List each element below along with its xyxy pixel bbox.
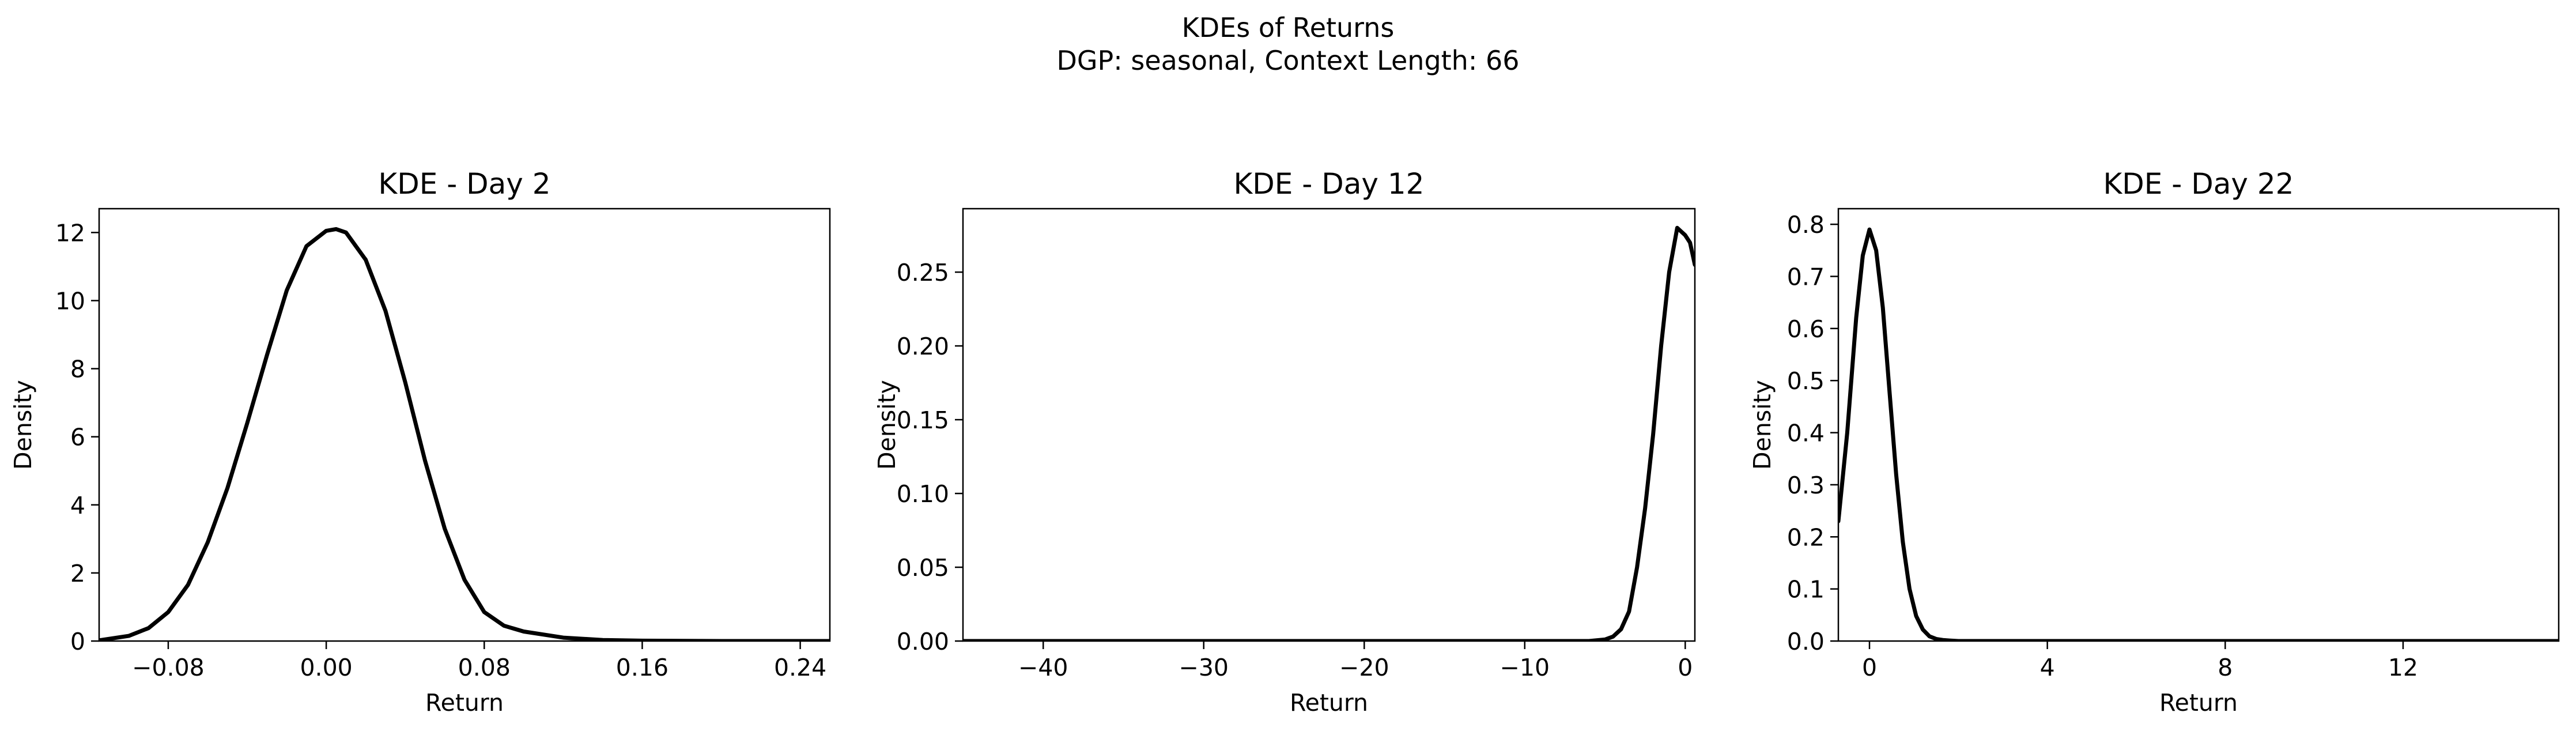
x-axis-label: Return	[425, 689, 504, 717]
y-tick-label: 8	[70, 356, 85, 383]
kde-line	[99, 227, 830, 641]
x-axis-label: Return	[2159, 689, 2238, 717]
y-tick-label: 0.20	[897, 333, 949, 360]
x-tick-label: 0.00	[300, 654, 352, 681]
y-tick-label: 0.4	[1787, 420, 1825, 447]
x-tick-label: −40	[1018, 654, 1068, 681]
axes-frame	[1837, 208, 2560, 642]
x-tick-label: −20	[1339, 654, 1389, 681]
x-axis-label: Return	[1290, 689, 1368, 717]
figure-subtitle: DGP: seasonal, Context Length: 66	[1056, 45, 1519, 76]
y-tick-label: 0.00	[897, 628, 949, 655]
y-tick-label: 0.2	[1787, 523, 1825, 551]
x-tick-label: 0	[1862, 654, 1877, 681]
y-axis-label: Density	[9, 380, 37, 470]
y-tick-label: 12	[55, 219, 85, 247]
x-tick-label: 12	[2388, 654, 2418, 681]
y-tick-label: 0.0	[1787, 628, 1825, 655]
axes-frame	[98, 208, 831, 642]
axes-frame	[962, 208, 1696, 642]
y-tick-label: 0.25	[897, 259, 949, 287]
y-tick-label: 0.3	[1787, 472, 1825, 499]
y-tick-label: 0.05	[897, 554, 949, 582]
x-tick-label: 4	[2040, 654, 2055, 681]
x-tick-label: 0.16	[616, 654, 668, 681]
figure-title: KDEs of Returns	[1182, 12, 1395, 43]
subplot-title: KDE - Day 12	[1234, 167, 1425, 201]
x-tick-label: 0.08	[458, 654, 511, 681]
subplot-title: KDE - Day 2	[378, 167, 550, 201]
y-tick-label: 0	[70, 628, 85, 655]
x-tick-label: 8	[2218, 654, 2233, 681]
y-tick-label: 6	[70, 424, 85, 451]
y-tick-label: 0.10	[897, 480, 949, 508]
y-tick-label: 0.15	[897, 406, 949, 434]
y-axis-label: Density	[873, 380, 901, 470]
y-axis-label: Density	[1748, 380, 1776, 470]
x-tick-label: −10	[1500, 654, 1550, 681]
x-tick-label: −0.08	[132, 654, 205, 681]
x-tick-label: −30	[1179, 654, 1229, 681]
y-tick-label: 10	[55, 287, 85, 315]
y-tick-label: 4	[70, 492, 85, 519]
subplot-3: 0 4 8 12 0.0 0.1 0.2 0.3 0.4 0.5 0.6 0.7 0.8 KDE - Da…	[1748, 167, 2560, 717]
y-tick-label: 0.7	[1787, 263, 1825, 291]
x-tick-label: 0	[1678, 654, 1693, 681]
subplot-1: −0.08 0.00 0.08 0.16 0.24 0 2 4 6 8 10 12 KDE - Day …	[9, 167, 831, 717]
y-tick-label: 0.5	[1787, 367, 1825, 395]
y-tick-label: 0.8	[1787, 211, 1825, 239]
y-tick-label: 0.6	[1787, 315, 1825, 343]
y-tick-label: 0.1	[1787, 576, 1825, 604]
subplot-title: KDE - Day 22	[2103, 167, 2294, 201]
y-tick-label: 2	[70, 560, 85, 587]
subplot-2: −40 −30 −20 −10 0 0.00 0.05 0.10 0.15 0.20 0.25 KDE…	[873, 167, 1696, 717]
x-tick-label: 0.24	[774, 654, 826, 681]
kde-line	[963, 225, 1695, 641]
